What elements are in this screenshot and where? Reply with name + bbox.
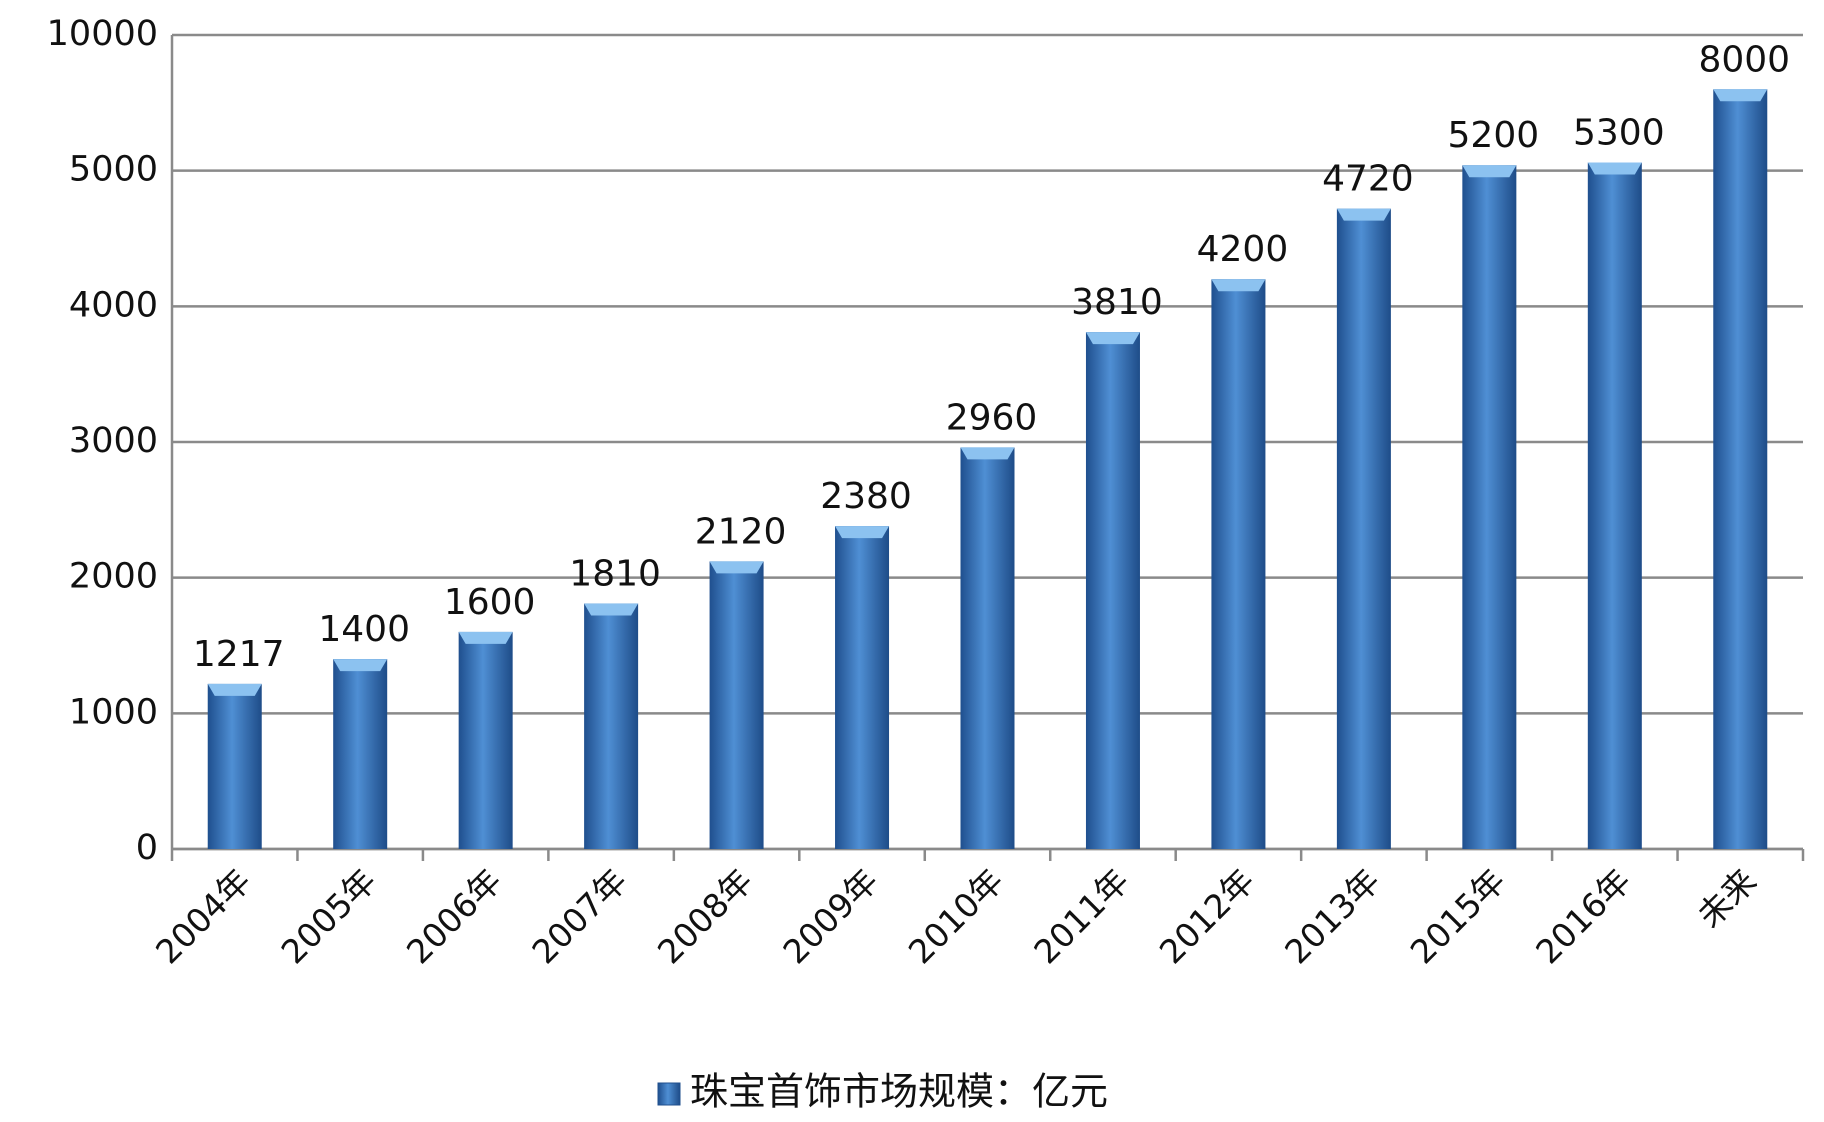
bar <box>960 447 1015 849</box>
bar-group <box>207 683 262 849</box>
y-tick-label: 10000 <box>47 14 158 54</box>
bar-bevel <box>960 447 1015 460</box>
bar-group <box>835 526 890 849</box>
y-tick-label: 1000 <box>69 692 158 732</box>
bar <box>1211 279 1266 849</box>
bar-bevel <box>1462 165 1517 178</box>
x-tick-label: 2011年 <box>1026 861 1136 971</box>
y-tick-label: 2000 <box>69 557 158 597</box>
bar-bevel <box>333 659 388 672</box>
x-tick-label: 2006年 <box>399 861 509 971</box>
x-tick-label: 2007年 <box>524 861 634 971</box>
y-tick-label: 4000 <box>69 285 158 325</box>
value-label: 5200 <box>1448 115 1540 156</box>
bar <box>333 659 388 849</box>
value-label: 1217 <box>193 634 285 675</box>
bar <box>1085 332 1140 849</box>
x-tick-label: 2010年 <box>901 861 1011 971</box>
bar <box>1713 89 1768 850</box>
value-label: 4200 <box>1197 229 1289 270</box>
bar <box>207 683 262 849</box>
value-label: 3810 <box>1071 282 1163 323</box>
bar-group <box>1462 165 1517 850</box>
x-tick-label: 2005年 <box>274 861 384 971</box>
bar-bevel <box>584 603 639 616</box>
bar-group <box>584 603 639 849</box>
bar-bevel <box>1336 208 1391 221</box>
value-label: 1600 <box>444 582 536 623</box>
bar-bevel <box>458 631 513 644</box>
bar-bevel <box>1713 89 1768 102</box>
x-tick-label: 2012年 <box>1152 861 1262 971</box>
bar-group <box>960 447 1015 849</box>
value-label: 2380 <box>820 476 912 517</box>
value-label: 1810 <box>569 553 661 594</box>
y-tick-label: 0 <box>136 828 158 868</box>
x-tick-label: 2013年 <box>1277 861 1387 971</box>
bar-group <box>458 631 513 849</box>
bar-group <box>709 561 764 849</box>
bar-group <box>1085 332 1140 849</box>
bar <box>1462 165 1517 850</box>
bar-group <box>1587 162 1642 849</box>
bar-group <box>1211 279 1266 849</box>
bar <box>1587 162 1642 849</box>
value-label: 4720 <box>1322 159 1414 200</box>
value-label: 1400 <box>318 609 410 650</box>
bar <box>709 561 764 849</box>
bar-group <box>333 659 388 849</box>
bar-group <box>1336 208 1391 850</box>
bar-bevel <box>207 683 262 696</box>
value-label: 2120 <box>695 511 787 552</box>
bar <box>1336 208 1391 850</box>
x-tick-label: 未来 <box>1690 861 1764 935</box>
bar-bevel <box>835 526 890 539</box>
x-tick-label: 2004年 <box>148 861 258 971</box>
value-label: 8000 <box>1698 39 1790 80</box>
x-tick-label: 2015年 <box>1403 861 1513 971</box>
bar <box>584 603 639 849</box>
y-tick-label: 5000 <box>69 150 158 190</box>
bar-group <box>1713 89 1768 850</box>
x-tick-label: 2008年 <box>650 861 760 971</box>
bar-bevel <box>1587 162 1642 175</box>
bar-bevel <box>1211 279 1266 292</box>
value-label: 2960 <box>946 397 1038 438</box>
value-label: 5300 <box>1573 113 1665 154</box>
legend-label: 珠宝首饰市场规模：亿元 <box>690 1070 1108 1114</box>
legend-swatch <box>657 1082 681 1106</box>
x-tick-label: 2016年 <box>1528 861 1638 971</box>
bar <box>458 631 513 849</box>
bar-bevel <box>1085 332 1140 345</box>
bar-bevel <box>709 561 764 574</box>
bar <box>835 526 890 849</box>
y-tick-label: 3000 <box>69 421 158 461</box>
x-tick-label: 2009年 <box>775 861 885 971</box>
